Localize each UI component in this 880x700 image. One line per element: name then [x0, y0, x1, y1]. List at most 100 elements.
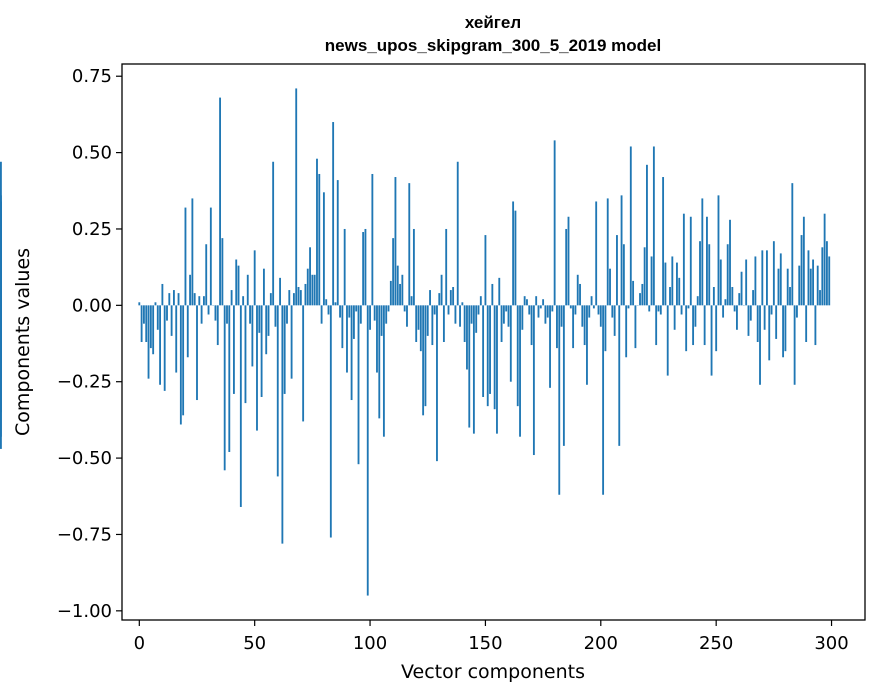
bar-290	[808, 250, 810, 305]
bar-113	[399, 284, 401, 305]
chart-title: хейгел	[465, 13, 521, 32]
bar-259	[736, 305, 738, 329]
bar-undefined	[0, 305, 2, 436]
bar-265	[750, 305, 752, 320]
bar-225	[658, 305, 660, 311]
bar-91	[348, 305, 350, 317]
bar-38	[226, 305, 228, 323]
bar-206	[614, 305, 616, 336]
bar-172	[535, 296, 537, 305]
bar-162	[512, 201, 514, 305]
bar-74	[309, 247, 311, 305]
bar-148	[480, 296, 482, 305]
bar-144	[471, 305, 473, 323]
bar-163	[515, 211, 517, 306]
bar-26	[198, 296, 200, 305]
bar-37	[224, 305, 226, 470]
bar-193	[584, 305, 586, 345]
bar-226	[660, 305, 662, 314]
bar-237	[685, 305, 687, 351]
bar-45	[242, 296, 244, 305]
bar-212	[628, 305, 630, 308]
bar-34	[217, 305, 219, 345]
bar-224	[655, 305, 657, 345]
bar-188	[572, 305, 574, 348]
y-axis-label: Components values	[12, 248, 34, 436]
bar-266	[752, 290, 754, 305]
bar-278	[780, 253, 782, 305]
bar-83	[330, 305, 332, 537]
bar-78	[318, 174, 320, 305]
bar-257	[731, 287, 733, 305]
bar-7	[155, 302, 157, 305]
bar-118	[411, 296, 413, 305]
bar-92	[351, 305, 353, 400]
bar-271	[764, 305, 766, 329]
y-tick-label: 0.25	[72, 219, 112, 240]
bar-160	[508, 305, 510, 326]
bar-208	[618, 305, 620, 446]
bar-133	[445, 229, 447, 305]
bar-6	[152, 305, 154, 354]
x-tick-label: 250	[699, 633, 733, 654]
bar-111	[395, 177, 397, 305]
bar-102	[374, 305, 376, 320]
bar-213	[630, 146, 632, 305]
chart-subtitle: news_upos_skipgram_300_5_2019 model	[325, 36, 661, 55]
bar-282	[789, 287, 791, 305]
bar-132	[443, 305, 445, 342]
bar-138	[457, 162, 459, 306]
bar-177	[547, 305, 549, 317]
bar-134	[448, 305, 450, 314]
y-tick-label: −0.75	[57, 524, 112, 545]
bar-235	[681, 305, 683, 314]
bar-22	[189, 275, 191, 306]
bar-141	[464, 305, 466, 342]
bar-159	[505, 305, 507, 311]
bar-112	[397, 266, 399, 306]
bar-232	[674, 305, 676, 329]
bar-5	[150, 305, 152, 348]
bar-279	[782, 305, 784, 357]
bar-276	[775, 305, 777, 339]
bar-98	[365, 229, 367, 305]
bar-33	[215, 305, 217, 320]
bar-80	[323, 192, 325, 305]
bar-27	[201, 305, 203, 323]
bar-120	[415, 305, 417, 342]
bar-68	[295, 88, 297, 305]
bar-217	[639, 293, 641, 305]
bar-18	[180, 305, 182, 424]
bar-153	[491, 284, 493, 305]
bar-137	[455, 305, 457, 323]
bar-100	[369, 305, 371, 329]
bar-181	[556, 305, 558, 348]
bar-103	[376, 305, 378, 372]
bar-115	[404, 305, 406, 311]
bar-107	[385, 305, 387, 323]
bar-46	[245, 305, 247, 403]
bar-4	[148, 305, 150, 378]
bar-220	[646, 165, 648, 306]
bar-140	[461, 302, 463, 305]
bar-227	[662, 177, 664, 305]
bar-67	[293, 293, 295, 305]
bar-194	[586, 305, 588, 384]
bar-288	[803, 217, 805, 306]
bar-127	[431, 305, 433, 345]
bar-183	[561, 305, 563, 326]
bar-170	[531, 305, 533, 345]
bar-242	[697, 296, 699, 305]
bar-256	[729, 220, 731, 306]
bar-131	[441, 275, 443, 306]
bar-15	[173, 290, 175, 305]
bar-28	[203, 296, 205, 305]
bar-238	[688, 305, 690, 308]
bar-51	[256, 305, 258, 430]
bar-97	[362, 232, 364, 305]
bar-155	[496, 305, 498, 433]
bar-204	[609, 269, 611, 306]
bar-246	[706, 217, 708, 306]
bar-58	[272, 162, 274, 306]
bar-143	[468, 305, 470, 427]
